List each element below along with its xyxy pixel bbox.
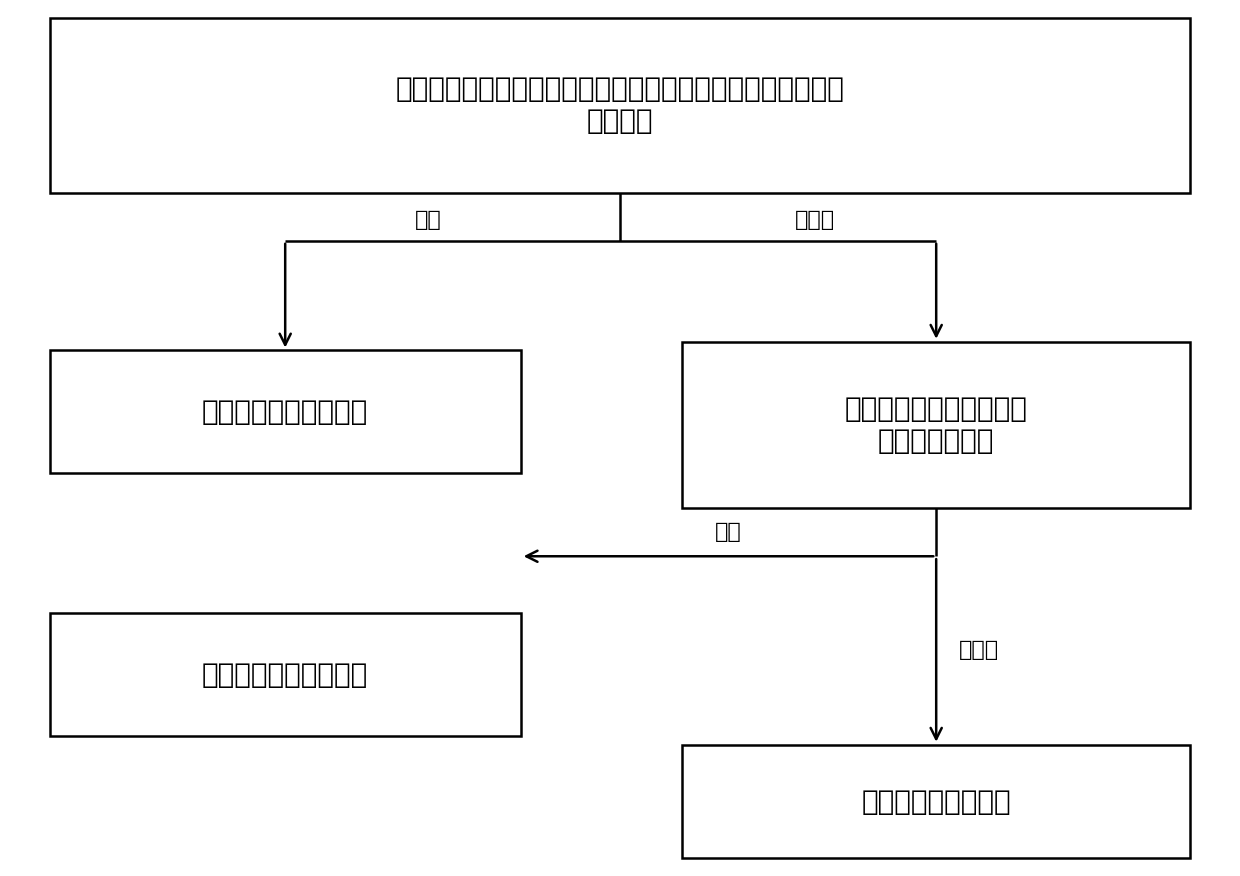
Text: 高于: 高于 [715,522,742,542]
Text: 不高于: 不高于 [795,210,836,230]
Bar [50,350,521,473]
Text: 不高于: 不高于 [959,640,998,661]
Text: 加热装置获取当前环境温度，判断当前环境温度是否高于第一
预设阈值: 加热装置获取当前环境温度，判断当前环境温度是否高于第一 预设阈值 [396,75,844,135]
Text: 所述接触面的温度是否高
于第二预设阈值: 所述接触面的温度是否高 于第二预设阈值 [844,395,1028,455]
Bar [682,342,1190,508]
Text: 不启动所述加热膜加热: 不启动所述加热膜加热 [202,661,368,689]
Bar [50,613,521,736]
Bar [682,745,1190,858]
Text: 启动所述加热膜加热: 启动所述加热膜加热 [862,788,1011,816]
Bar [50,18,1190,193]
Text: 高于: 高于 [414,210,441,230]
Text: 不启动所述加热膜加热: 不启动所述加热膜加热 [202,398,368,426]
